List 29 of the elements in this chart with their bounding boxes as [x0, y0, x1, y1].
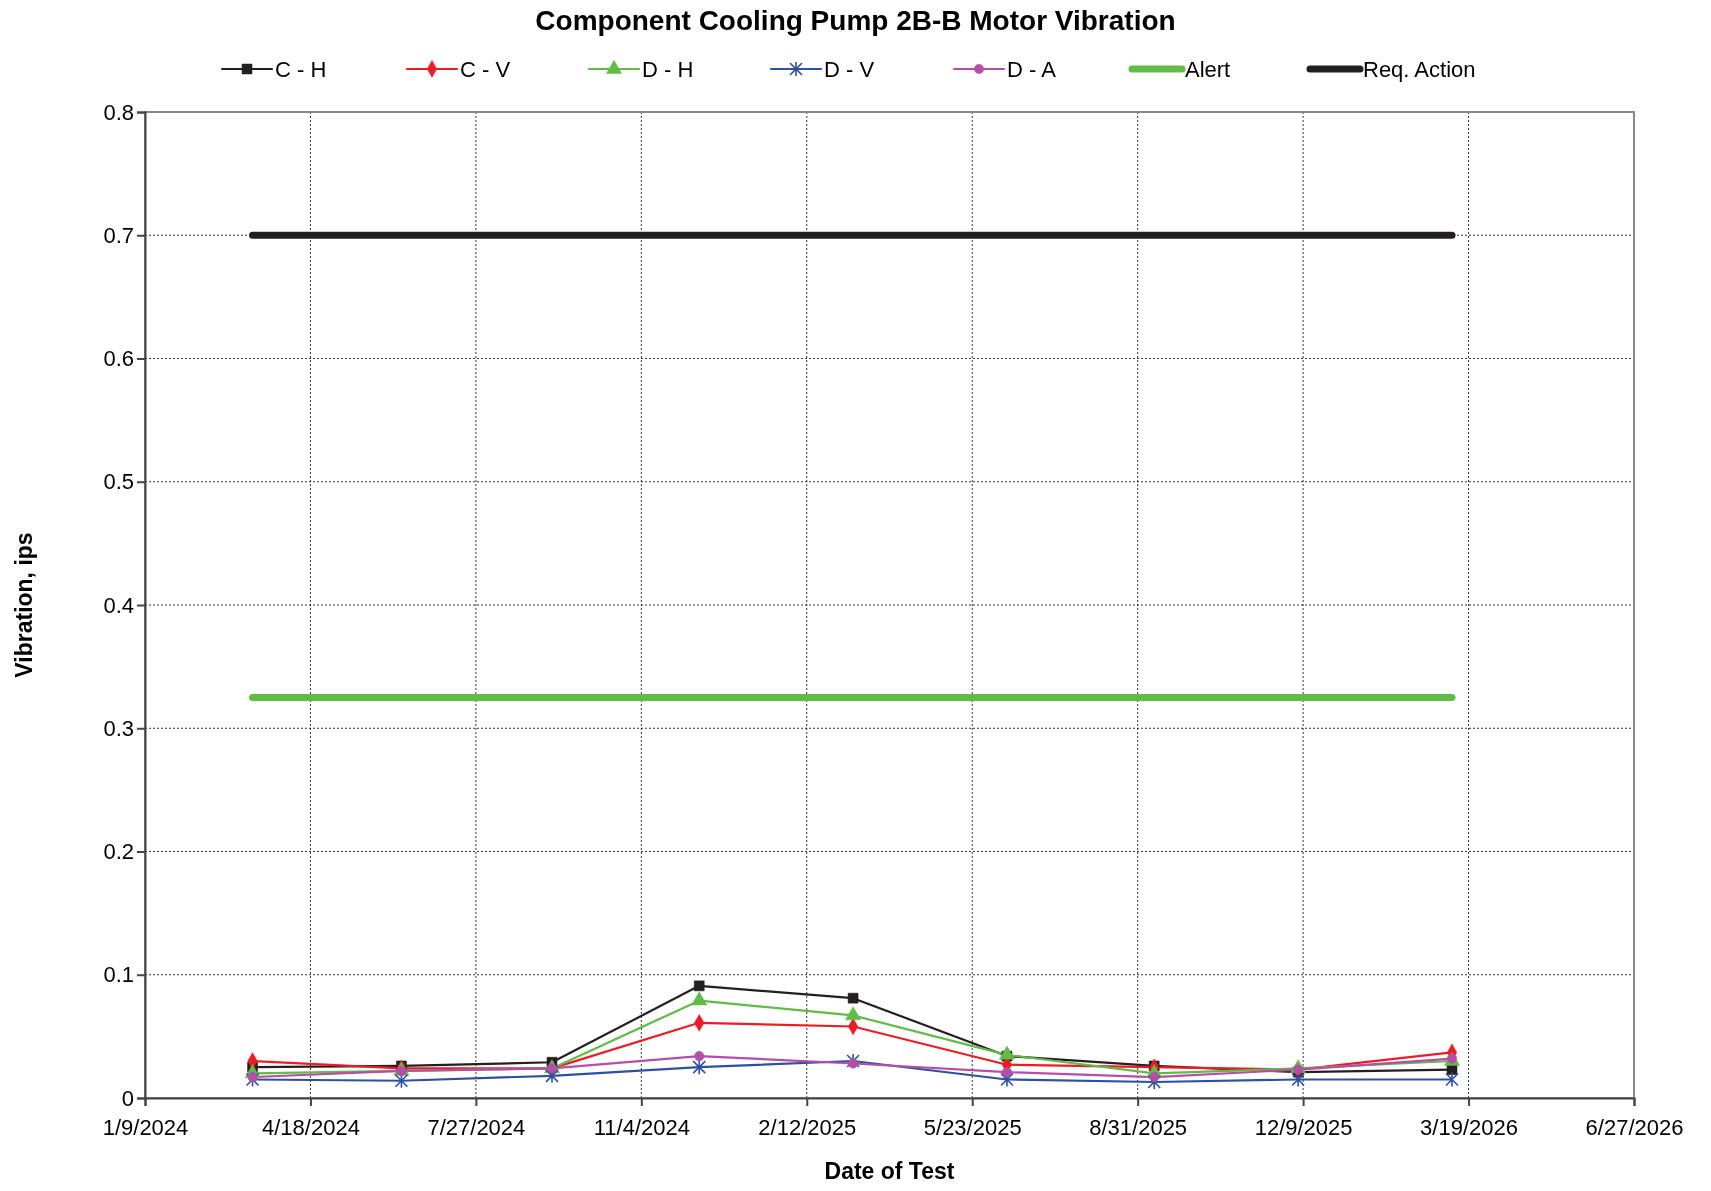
chart-title: Component Cooling Pump 2B-B Motor Vibration: [535, 5, 1176, 36]
legend-label: D - H: [642, 57, 694, 82]
x-tick-label: 4/18/2024: [262, 1115, 360, 1141]
y-tick-label: 0.8: [103, 99, 134, 125]
y-tick-label: 0.5: [103, 469, 134, 495]
y-tick-label: 0.4: [103, 592, 134, 618]
x-tick-label: 7/27/2024: [427, 1115, 526, 1141]
y-tick-label: 0.3: [103, 715, 134, 741]
x-tick-label: 8/31/2025: [1089, 1115, 1188, 1141]
legend-label: D - A: [1007, 57, 1057, 82]
y-tick-label: 0.7: [103, 222, 134, 248]
x-tick-label: 6/27/2026: [1585, 1115, 1684, 1141]
y-axis-title: Vibration, ips: [11, 532, 37, 678]
y-tick-label: 0.2: [103, 839, 134, 865]
x-tick-label: 12/9/2025: [1254, 1115, 1353, 1141]
x-axis-title: Date of Test: [824, 1158, 955, 1184]
y-tick-label: 0: [121, 1085, 134, 1111]
legend-label: D - V: [824, 57, 875, 82]
x-tick-label: 11/4/2024: [593, 1115, 690, 1141]
y-tick-label: 0.1: [103, 962, 134, 988]
legend-label: Alert: [1185, 57, 1231, 82]
x-tick-label: 1/9/2024: [102, 1115, 189, 1141]
x-tick-label: 2/12/2025: [758, 1115, 857, 1141]
legend-label: Req. Action: [1363, 57, 1476, 82]
x-tick-label: 5/23/2025: [923, 1115, 1022, 1141]
legend-label: C - H: [275, 57, 327, 82]
x-tick-label: 3/19/2026: [1420, 1115, 1518, 1141]
legend-label: C - V: [460, 57, 511, 82]
y-tick-label: 0.6: [103, 346, 134, 372]
